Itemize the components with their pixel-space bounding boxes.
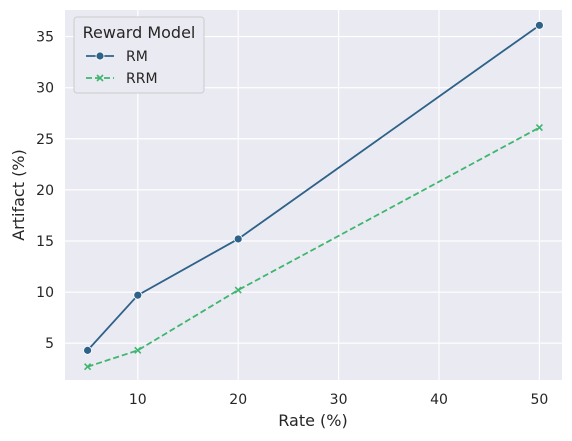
- legend-box: [73, 16, 205, 94]
- data-point-rrm: [234, 286, 242, 294]
- y-tick-label: 5: [45, 336, 54, 352]
- legend-item-rrm: RRM: [86, 71, 158, 87]
- data-point-rrm: [84, 363, 92, 371]
- data-point-rm: [83, 345, 92, 355]
- x-stroke: [96, 74, 104, 82]
- y-tick-label: 10: [36, 285, 54, 301]
- data-point-rm: [233, 234, 243, 244]
- legend-label-rrm: RRM: [126, 71, 158, 87]
- grid-lines: [65, 10, 562, 380]
- series-layer: [83, 20, 544, 371]
- legend-item-rm: RM: [86, 49, 148, 65]
- y-axis-ticks: 5 10 15 20 25 30 35: [36, 30, 54, 353]
- data-point-rrm: [134, 346, 142, 354]
- y-tick-label: 15: [36, 234, 54, 250]
- x-tick-label: 40: [430, 392, 448, 408]
- legend: Reward Model RM RRM: [73, 16, 205, 94]
- series-rrm: [84, 123, 543, 371]
- x-axis-label: Rate (%): [278, 411, 347, 430]
- data-point-rm: [535, 20, 544, 30]
- series-rm: [83, 20, 544, 355]
- legend-title: Reward Model: [83, 23, 196, 42]
- x-tick-label: 10: [129, 392, 147, 408]
- y-tick-label: 20: [36, 183, 54, 199]
- x-stroke: [84, 363, 92, 371]
- y-tick-label: 35: [36, 30, 54, 46]
- y-tick-label: 25: [36, 132, 54, 148]
- legend-items: RM RRM: [86, 49, 158, 87]
- x-stroke: [535, 123, 543, 132]
- x-stroke: [134, 346, 142, 354]
- x-tick-label: 20: [229, 392, 247, 408]
- x-stroke: [234, 286, 242, 294]
- data-point-rm: [133, 290, 143, 300]
- x-tick-label: 30: [330, 392, 348, 408]
- series-line-rrm: [87, 126, 540, 368]
- x-axis-ticks: 10 20 30 40 50: [129, 392, 548, 408]
- y-axis-label: Artifact (%): [9, 149, 28, 241]
- legend-label-rm: RM: [126, 49, 148, 65]
- x-tick-label: 50: [530, 392, 548, 408]
- series-line-rm: [86, 24, 540, 351]
- legend-marker-rrm: [96, 74, 104, 82]
- data-point-rrm: [535, 123, 543, 132]
- y-tick-label: 30: [36, 81, 54, 97]
- legend-marker-rm: [95, 51, 105, 61]
